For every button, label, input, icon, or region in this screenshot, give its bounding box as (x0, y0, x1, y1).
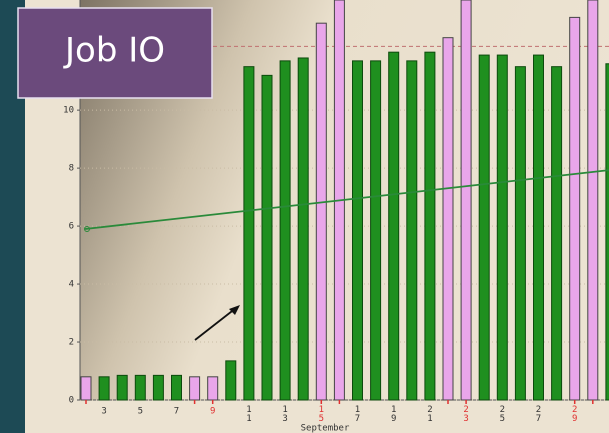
x-axis-label: September (301, 424, 350, 433)
trend-line (84, 169, 609, 230)
y-tick-label: 8 (69, 164, 74, 174)
bar (424, 51, 436, 401)
bar (478, 54, 490, 401)
bar (569, 16, 581, 401)
y-tick-label: 2 (69, 338, 74, 348)
bar (352, 60, 363, 401)
bar (514, 66, 526, 401)
bar (279, 60, 291, 401)
bar (98, 376, 110, 401)
x-tick-label: 9 (210, 407, 215, 417)
bar (116, 374, 128, 401)
bar (261, 74, 273, 401)
y-tick-label: 10 (63, 106, 74, 116)
arrow-head (229, 305, 240, 315)
bar (370, 60, 382, 401)
y-tick-label: 6 (69, 222, 74, 232)
bar (315, 22, 327, 401)
bar (551, 66, 563, 401)
bar (207, 376, 219, 401)
bar (297, 57, 309, 401)
x-tick-label: 5 (138, 407, 143, 417)
title-box (17, 7, 213, 99)
bar (243, 66, 255, 401)
bar (80, 376, 92, 401)
annotation-arrow (194, 307, 237, 341)
x-tick-label: 3 (101, 407, 106, 417)
x-tick-label: 7 (174, 407, 179, 417)
trend-start (84, 225, 90, 232)
y-tick-label: 4 (69, 280, 74, 290)
bar (171, 374, 182, 401)
bar (189, 376, 201, 401)
bar (225, 360, 237, 401)
bar (388, 51, 400, 401)
bar (587, 0, 599, 401)
bar (442, 37, 454, 401)
bar (496, 54, 508, 401)
bar (460, 0, 472, 401)
bar (134, 374, 146, 401)
bar (533, 54, 544, 401)
bar (406, 60, 418, 401)
y-tick-label: 0 (69, 396, 74, 406)
bar (152, 374, 164, 401)
bar (605, 63, 609, 401)
chart-title: Job IO (63, 31, 165, 71)
